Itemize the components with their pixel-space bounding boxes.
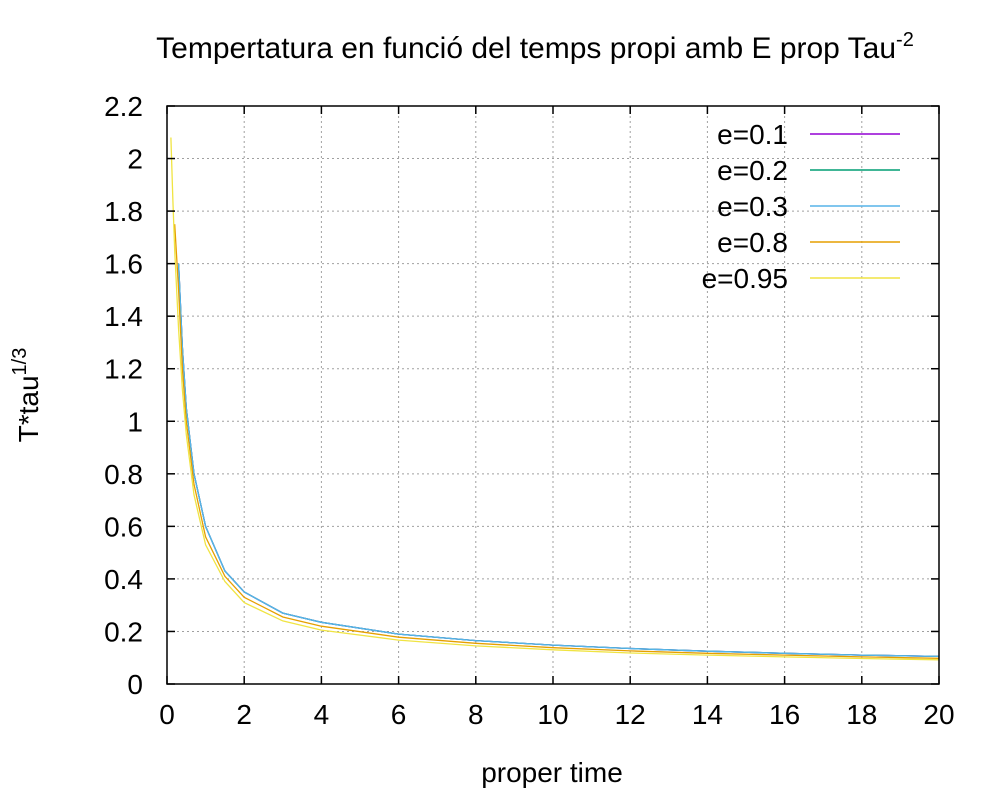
y-tick-label: 1 — [127, 406, 143, 437]
y-tick-label: 2.2 — [104, 91, 143, 122]
y-axis-label: T*tau1/3 — [9, 348, 44, 443]
x-tick-label: 4 — [314, 699, 330, 730]
x-tick-label: 2 — [236, 699, 252, 730]
y-tick-label: 0 — [127, 669, 143, 700]
series-line-2 — [177, 263, 940, 658]
x-tick-label: 10 — [537, 699, 568, 730]
x-tick-label: 8 — [468, 699, 484, 730]
y-tick-label: 0.8 — [104, 459, 143, 490]
y-tick-label: 0.6 — [104, 511, 143, 542]
chart-title-superscript: -2 — [896, 29, 914, 51]
x-tick-label: 12 — [615, 699, 646, 730]
chart-title: Tempertatura en funció del temps propi a… — [156, 29, 914, 65]
legend: e=0.1 e=0.2 e=0.3 e=0.8 e=0.95 — [702, 119, 900, 294]
series-line-4 — [174, 224, 940, 659]
x-axis-label: proper time — [481, 757, 623, 788]
x-tick-label: 20 — [923, 699, 954, 730]
x-tick-label: 6 — [391, 699, 407, 730]
legend-label: e=0.2 — [717, 155, 788, 186]
x-tick-label: 18 — [846, 699, 877, 730]
series-layer — [170, 137, 940, 661]
x-tick-label: 14 — [692, 699, 723, 730]
grid — [167, 106, 939, 684]
y-tick-label: 1.4 — [104, 301, 143, 332]
legend-label: e=0.3 — [717, 191, 788, 222]
y-tick-label: 2 — [127, 144, 143, 175]
series-line-5 — [170, 137, 940, 661]
y-tick-label: 1.6 — [104, 249, 143, 280]
x-tick-label: 0 — [159, 699, 175, 730]
legend-label: e=0.1 — [717, 119, 788, 150]
series-line-3 — [177, 263, 940, 658]
y-tick-label: 1.2 — [104, 354, 143, 385]
y-axis-label-superscript: 1/3 — [9, 348, 31, 376]
y-tick-label: 0.2 — [104, 616, 143, 647]
ticks: 0 2 4 6 8 10 12 14 16 18 20 0 0.2 0.4 0.6 0.8 1 1.2 1.4 1.6… — [104, 91, 955, 730]
y-tick-label: 1.8 — [104, 196, 143, 227]
legend-label: e=0.95 — [702, 263, 788, 294]
x-tick-label: 16 — [769, 699, 800, 730]
legend-label: e=0.8 — [717, 227, 788, 258]
y-tick-label: 0.4 — [104, 564, 143, 595]
series-line-1 — [177, 263, 940, 658]
